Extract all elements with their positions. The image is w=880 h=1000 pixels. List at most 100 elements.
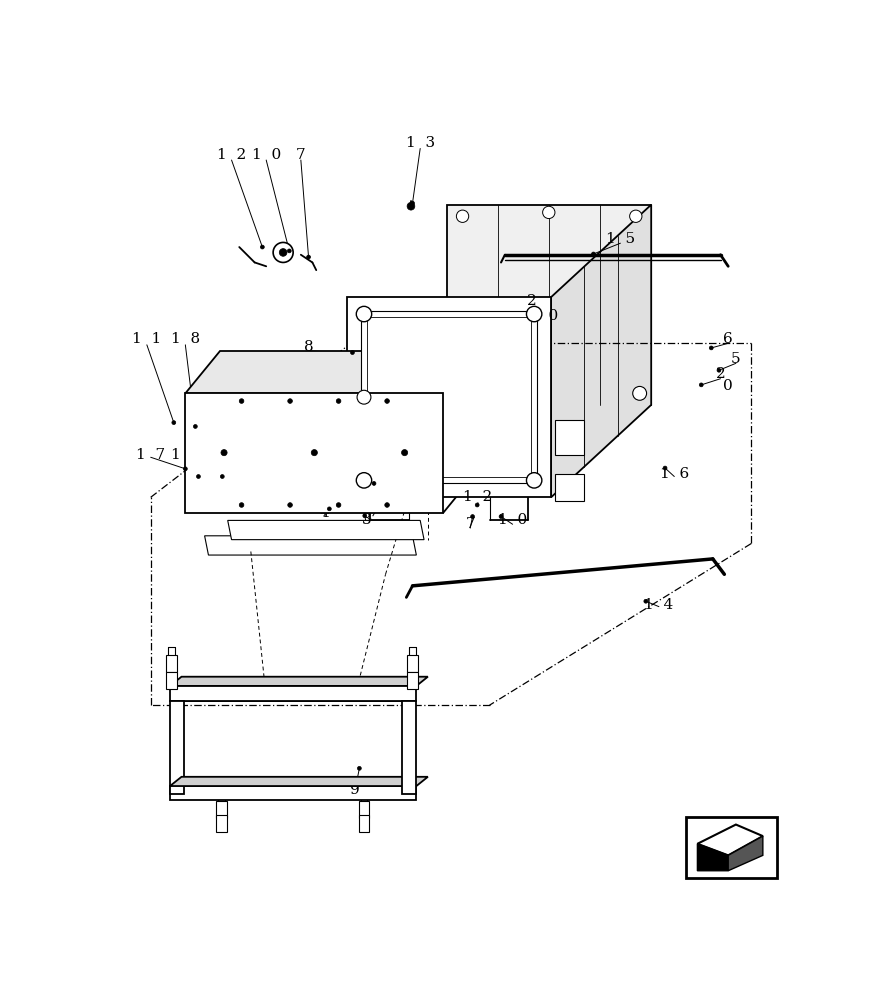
Polygon shape xyxy=(228,520,424,540)
Text: 8: 8 xyxy=(304,340,313,354)
Polygon shape xyxy=(216,801,227,818)
Text: 1  0: 1 0 xyxy=(252,148,281,162)
Circle shape xyxy=(543,206,555,219)
Polygon shape xyxy=(216,815,227,832)
Polygon shape xyxy=(166,672,177,689)
Circle shape xyxy=(401,450,407,456)
Circle shape xyxy=(357,390,371,404)
Circle shape xyxy=(196,475,201,478)
Text: 1: 1 xyxy=(362,475,371,489)
Circle shape xyxy=(306,255,311,259)
Text: 9: 9 xyxy=(350,783,360,797)
Circle shape xyxy=(288,399,292,403)
Circle shape xyxy=(385,503,390,507)
Polygon shape xyxy=(170,686,416,701)
Text: 1  4: 1 4 xyxy=(644,598,673,612)
Circle shape xyxy=(644,599,648,603)
Circle shape xyxy=(221,450,227,456)
Circle shape xyxy=(357,766,362,770)
Polygon shape xyxy=(555,474,584,501)
Text: 1  3: 1 3 xyxy=(406,136,435,150)
Circle shape xyxy=(411,201,414,205)
Polygon shape xyxy=(447,205,651,405)
Polygon shape xyxy=(170,701,184,794)
Polygon shape xyxy=(205,536,416,555)
Polygon shape xyxy=(698,825,763,855)
Circle shape xyxy=(220,475,224,478)
Circle shape xyxy=(717,368,721,372)
Text: 1  1: 1 1 xyxy=(132,332,161,346)
Polygon shape xyxy=(170,777,428,786)
Circle shape xyxy=(327,507,331,511)
Text: 1  6: 1 6 xyxy=(660,467,689,481)
Text: 1  2: 1 2 xyxy=(217,148,246,162)
Text: 3: 3 xyxy=(362,513,371,527)
Polygon shape xyxy=(186,351,478,393)
Circle shape xyxy=(260,245,264,249)
Circle shape xyxy=(273,242,293,262)
Text: 1  7: 1 7 xyxy=(136,448,165,462)
Circle shape xyxy=(526,473,542,488)
Circle shape xyxy=(709,346,713,350)
Circle shape xyxy=(239,503,244,507)
Circle shape xyxy=(407,202,414,210)
Circle shape xyxy=(239,399,244,403)
Text: 1  9: 1 9 xyxy=(171,448,200,462)
Polygon shape xyxy=(407,655,418,672)
Polygon shape xyxy=(347,297,551,497)
Circle shape xyxy=(700,383,703,387)
Circle shape xyxy=(312,450,318,456)
Circle shape xyxy=(336,399,341,403)
Circle shape xyxy=(385,399,390,403)
Circle shape xyxy=(591,252,596,256)
Circle shape xyxy=(471,515,474,518)
Circle shape xyxy=(363,514,367,518)
Text: 7: 7 xyxy=(296,148,305,162)
Polygon shape xyxy=(402,701,416,794)
Text: 6: 6 xyxy=(723,332,733,346)
Text: 1  0: 1 0 xyxy=(498,513,527,527)
Polygon shape xyxy=(359,801,370,818)
Circle shape xyxy=(526,306,542,322)
Text: 2  0: 2 0 xyxy=(529,309,558,323)
Circle shape xyxy=(194,425,197,428)
Text: 4: 4 xyxy=(211,448,221,462)
Circle shape xyxy=(183,467,187,471)
Polygon shape xyxy=(170,677,428,686)
Circle shape xyxy=(350,351,355,354)
Circle shape xyxy=(288,503,292,507)
Circle shape xyxy=(372,482,376,485)
Polygon shape xyxy=(698,844,729,871)
Polygon shape xyxy=(407,672,418,689)
Polygon shape xyxy=(170,786,416,800)
Polygon shape xyxy=(186,393,444,513)
Bar xyxy=(686,817,777,878)
Text: 1  5: 1 5 xyxy=(605,232,635,246)
Text: 2: 2 xyxy=(527,294,537,308)
Text: 4: 4 xyxy=(319,506,329,520)
Polygon shape xyxy=(166,655,177,672)
Text: 0: 0 xyxy=(723,379,733,393)
Circle shape xyxy=(356,473,371,488)
Text: 7: 7 xyxy=(466,517,475,531)
Circle shape xyxy=(475,503,479,507)
Text: 2: 2 xyxy=(715,367,725,381)
Circle shape xyxy=(279,249,287,256)
Circle shape xyxy=(457,210,469,222)
Circle shape xyxy=(630,210,642,222)
Circle shape xyxy=(288,249,291,253)
Text: 1  2: 1 2 xyxy=(464,490,493,504)
Polygon shape xyxy=(367,317,532,477)
Circle shape xyxy=(633,386,647,400)
Polygon shape xyxy=(555,420,584,455)
Polygon shape xyxy=(729,836,763,871)
Circle shape xyxy=(336,503,341,507)
Polygon shape xyxy=(361,311,538,483)
Circle shape xyxy=(499,515,503,518)
Circle shape xyxy=(664,466,667,470)
Text: 5: 5 xyxy=(731,352,741,366)
Polygon shape xyxy=(551,205,651,497)
Circle shape xyxy=(356,306,371,322)
Circle shape xyxy=(172,421,176,425)
Polygon shape xyxy=(359,815,370,832)
